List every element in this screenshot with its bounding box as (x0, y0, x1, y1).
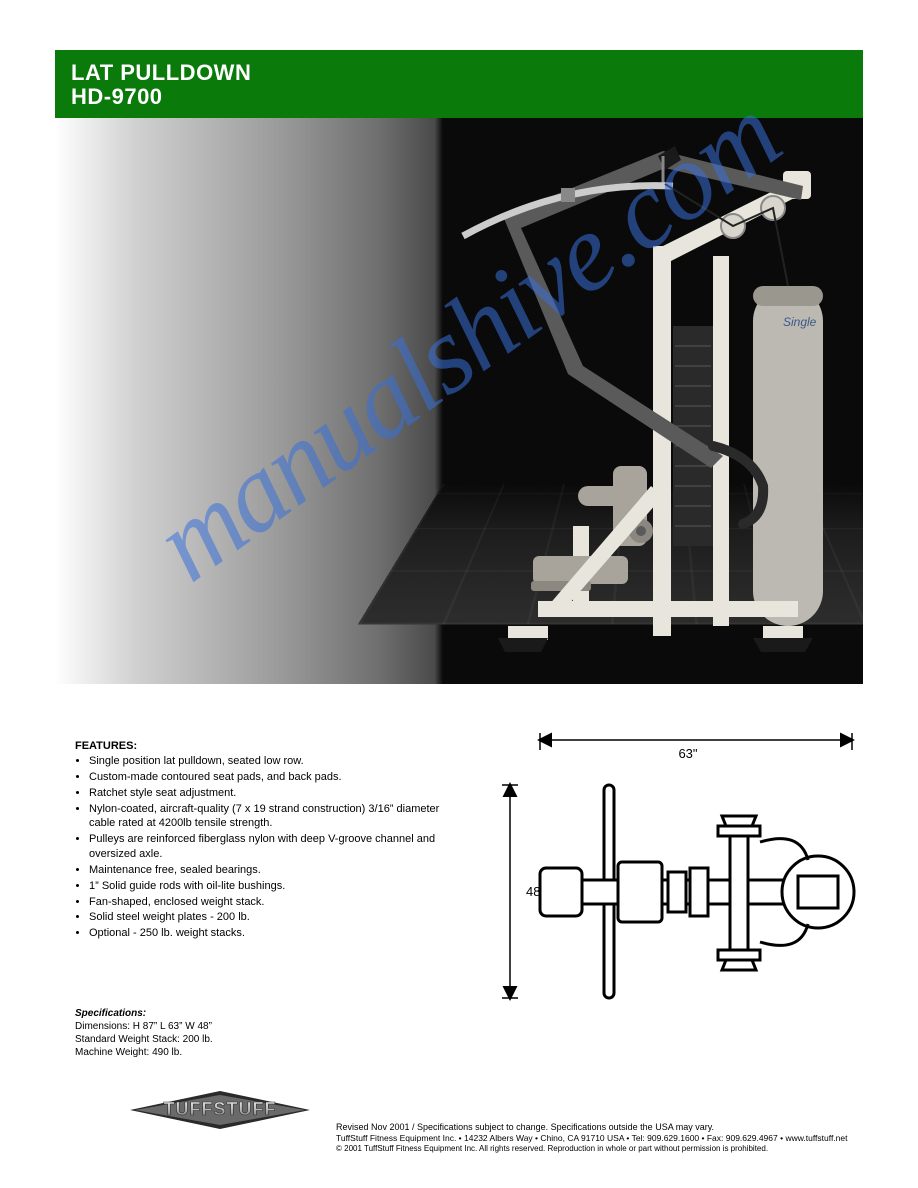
hero-image: Single (55, 118, 863, 684)
svg-text:TUFFSTUFF: TUFFSTUFF (164, 1099, 277, 1119)
specs-heading: Specifications: (75, 1008, 213, 1019)
spec-line: Dimensions: H 87” L 63” W 48” (75, 1020, 213, 1033)
page: LAT PULLDOWN HD-9700 Single (0, 0, 918, 1188)
features-list: Single position lat pulldown, seated low… (75, 754, 455, 941)
spec-line: Machine Weight: 490 lb. (75, 1046, 213, 1059)
machine-illustration: Single (413, 126, 843, 676)
feature-item: Optional - 250 lb. weight stacks. (89, 926, 455, 941)
features-heading: FEATURES: (75, 740, 455, 752)
specs-lines: Dimensions: H 87” L 63” W 48” Standard W… (75, 1020, 213, 1059)
feature-item: Fan-shaped, enclosed weight stack. (89, 895, 455, 910)
footer-line-1: Revised Nov 2001 / Specifications subjec… (336, 1122, 848, 1133)
header-bar: LAT PULLDOWN HD-9700 (55, 50, 863, 118)
footer-line-2: TuffStuff Fitness Equipment Inc. • 14232… (336, 1133, 848, 1144)
spec-line: Standard Weight Stack: 200 lb. (75, 1033, 213, 1046)
features-section: FEATURES: Single position lat pulldown, … (75, 740, 455, 942)
footer: Revised Nov 2001 / Specifications subjec… (336, 1122, 848, 1154)
feature-item: Custom-made contoured seat pads, and bac… (89, 770, 455, 785)
logo-text-1: TUFF (164, 1099, 214, 1119)
feature-item: Nylon-coated, aircraft-quality (7 x 19 s… (89, 802, 455, 832)
dim-horizontal: 63" (678, 746, 697, 761)
feature-item: 1” Solid guide rods with oil-lite bushin… (89, 879, 455, 894)
footprint-diagram: 63" 48" (500, 730, 860, 1020)
product-title: LAT PULLDOWN (71, 61, 847, 85)
footer-line-3: © 2001 TuffStuff Fitness Equipment Inc. … (336, 1144, 848, 1154)
specs-section: Specifications: Dimensions: H 87” L 63” … (75, 1008, 213, 1059)
tuffstuff-logo: TUFFSTUFF (130, 1085, 310, 1135)
feature-item: Maintenance free, sealed bearings. (89, 863, 455, 878)
product-model: HD-9700 (71, 85, 847, 109)
svg-text:Single: Single (783, 315, 817, 329)
feature-item: Solid steel weight plates - 200 lb. (89, 910, 455, 925)
feature-item: Single position lat pulldown, seated low… (89, 754, 455, 769)
feature-item: Ratchet style seat adjustment. (89, 786, 455, 801)
logo-text-2: STUFF (213, 1099, 276, 1119)
feature-item: Pulleys are reinforced fiberglass nylon … (89, 832, 455, 862)
